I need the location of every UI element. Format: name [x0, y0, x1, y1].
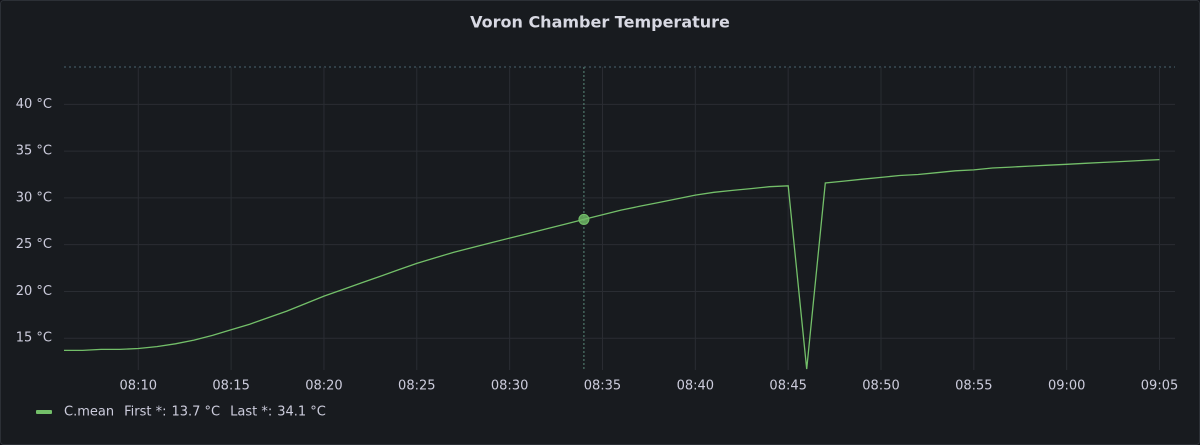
- legend-stat-name: Last *:: [230, 405, 272, 420]
- x-tick-label: 08:20: [305, 379, 342, 394]
- hover-point: [578, 213, 590, 225]
- y-tick-label: 30 °C: [16, 190, 52, 205]
- legend[interactable]: C.mean First *: 13.7 °C Last *: 34.1 °C: [36, 405, 326, 420]
- legend-stat-value: 13.7 °C: [171, 405, 220, 420]
- x-tick-label: 08:25: [398, 379, 435, 394]
- x-tick-label: 09:05: [1141, 379, 1178, 394]
- y-tick-label: 35 °C: [16, 144, 52, 159]
- x-tick-label: 08:50: [862, 379, 899, 394]
- x-tick-label: 08:45: [769, 379, 806, 394]
- legend-stat-name: First *:: [124, 405, 166, 420]
- y-tick-label: 15 °C: [16, 331, 52, 346]
- legend-swatch: [36, 410, 52, 414]
- x-tick-label: 09:00: [1048, 379, 1085, 394]
- x-tick-label: 08:30: [491, 379, 528, 394]
- x-tick-label: 08:15: [212, 379, 249, 394]
- y-tick-label: 40 °C: [16, 97, 52, 112]
- y-tick-label: 20 °C: [16, 284, 52, 299]
- x-tick-label: 08:10: [120, 379, 157, 394]
- panel-title[interactable]: Voron Chamber Temperature: [470, 13, 730, 32]
- x-tick-label: 08:55: [955, 379, 992, 394]
- x-tick-label: 08:35: [584, 379, 621, 394]
- y-tick-label: 25 °C: [16, 237, 52, 252]
- legend-series-name: C.mean: [64, 405, 114, 420]
- x-tick-label: 08:40: [677, 379, 714, 394]
- series-line: [64, 158, 1160, 370]
- legend-stat-value: 34.1 °C: [277, 405, 326, 420]
